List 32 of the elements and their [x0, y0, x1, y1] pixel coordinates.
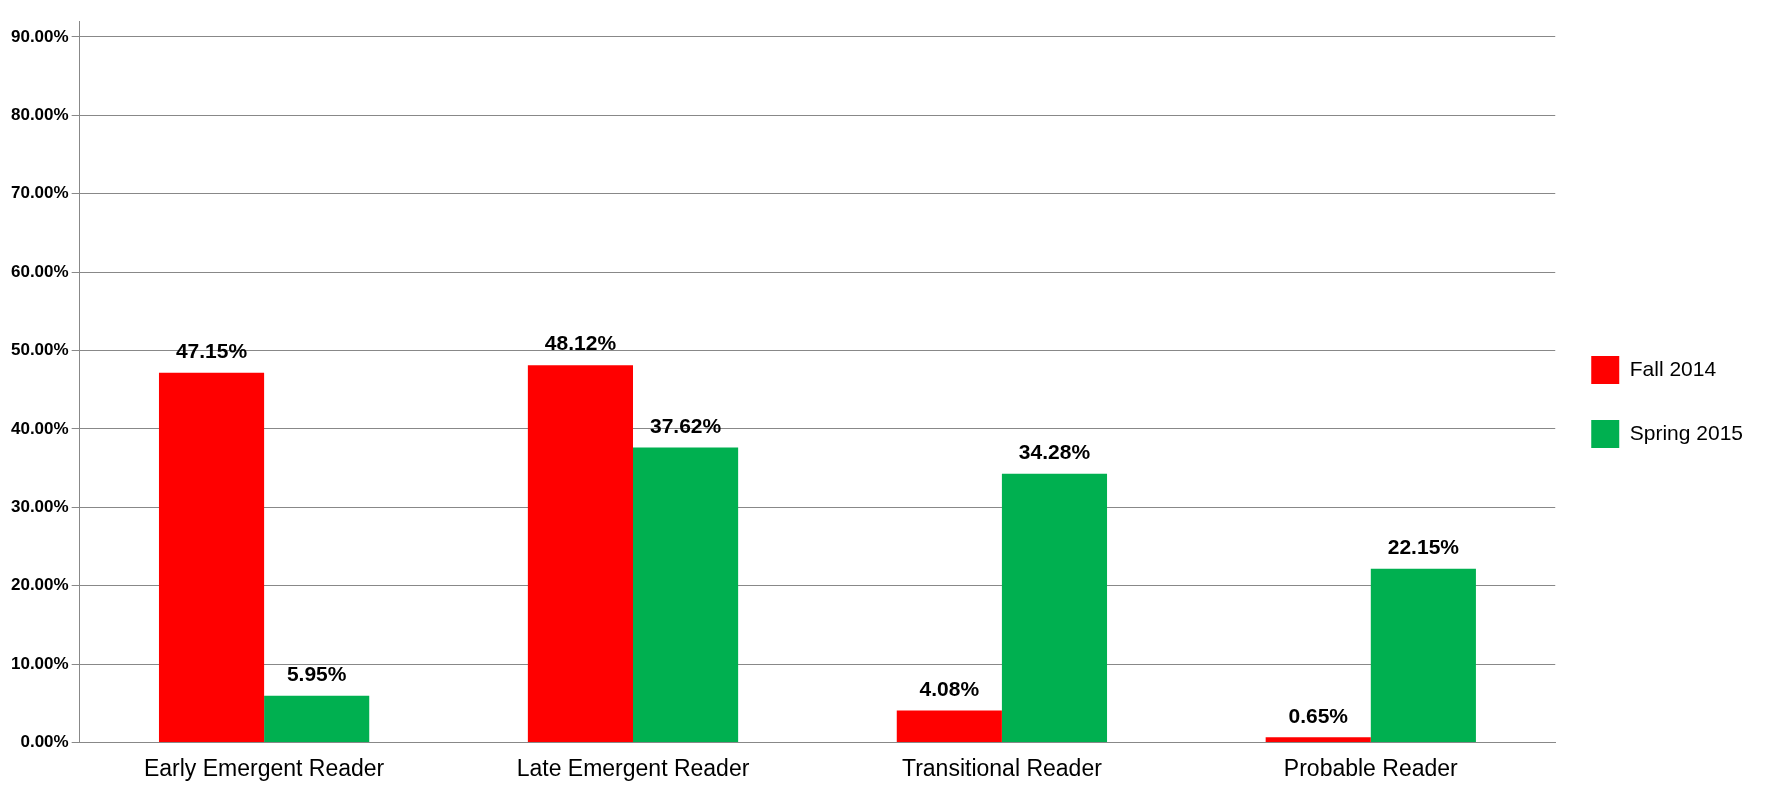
x-tick-label: Transitional Reader: [901, 754, 1103, 781]
y-tick-label: 20.00%: [10, 575, 69, 595]
y-tick-label: 80.00%: [10, 104, 69, 124]
y-tick-label: 50.00%: [10, 340, 69, 360]
y-tick-label: 90.00%: [10, 26, 69, 46]
bar: [1001, 473, 1108, 742]
data-label: 5.95%: [286, 662, 347, 686]
y-tick-label: 30.00%: [10, 496, 69, 516]
y-tick-label: 70.00%: [10, 183, 69, 203]
data-label: 4.08%: [919, 676, 980, 700]
legend-label: Fall 2014: [1629, 356, 1717, 380]
bar: [1265, 737, 1371, 742]
data-label: 47.15%: [175, 339, 248, 363]
bar: [527, 365, 633, 742]
bar: [264, 695, 370, 742]
bar: [158, 372, 265, 742]
y-tick-label: 60.00%: [10, 261, 69, 281]
bar: [633, 447, 739, 742]
x-tick-label: Late Emergent Reader: [516, 754, 750, 781]
x-tick-label: Early Emergent Reader: [143, 754, 385, 781]
y-tick-label: 0.00%: [20, 732, 69, 752]
data-label: 22.15%: [1387, 535, 1460, 559]
y-tick-label: 40.00%: [10, 418, 69, 438]
data-label: 48.12%: [544, 331, 617, 355]
x-tick-label: Probable Reader: [1283, 754, 1459, 781]
y-tick-label: 10.00%: [10, 653, 69, 673]
bar: [896, 710, 1002, 742]
data-label: 34.28%: [1018, 439, 1091, 463]
bar: [1370, 568, 1476, 742]
legend-label: Spring 2015: [1629, 420, 1744, 444]
data-label: 0.65%: [1288, 703, 1349, 727]
data-label: 37.62%: [649, 413, 722, 437]
